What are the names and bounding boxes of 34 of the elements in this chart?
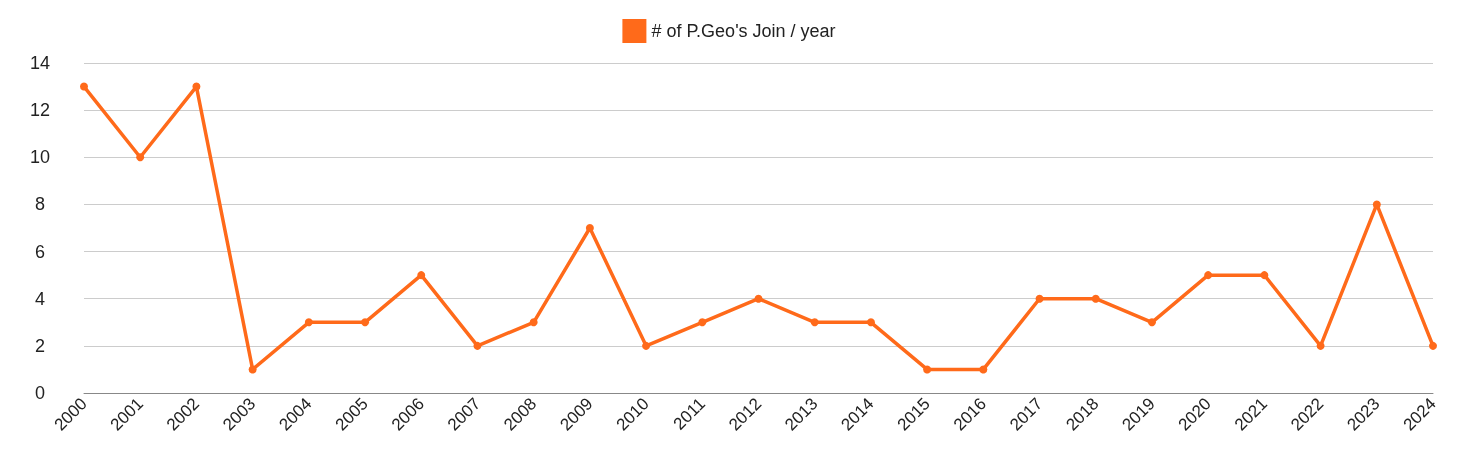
- legend-label: # of P.Geo's Join / year: [651, 21, 836, 41]
- y-tick-label: 12: [29, 100, 51, 121]
- point: [979, 365, 988, 374]
- y-tick-label: 4: [34, 288, 46, 309]
- point: [304, 318, 313, 327]
- point: [192, 82, 201, 91]
- point: [585, 224, 594, 232]
- point: [1429, 341, 1437, 350]
- point: [361, 318, 370, 327]
- point: [1316, 341, 1325, 350]
- point: [1372, 200, 1381, 209]
- point: [1091, 294, 1100, 303]
- y-tick-label: 8: [34, 194, 46, 215]
- y-tick-label: 10: [29, 147, 51, 168]
- point: [810, 318, 819, 327]
- point: [248, 365, 257, 374]
- y-tick-label: 2: [34, 335, 46, 356]
- point: [1204, 271, 1213, 280]
- point: [698, 318, 707, 327]
- point: [642, 341, 651, 350]
- point: [80, 82, 88, 91]
- point: [866, 318, 875, 327]
- point: [923, 365, 932, 374]
- y-tick-label: 14: [29, 53, 51, 73]
- y-tick-label: 6: [34, 241, 46, 262]
- point: [1260, 271, 1269, 280]
- point: [754, 294, 763, 303]
- point: [1147, 318, 1156, 327]
- y-tick-label: 0: [34, 383, 46, 403]
- point: [1035, 294, 1044, 303]
- point: [529, 318, 538, 327]
- point: [417, 271, 426, 280]
- point: [136, 153, 145, 162]
- point: [473, 341, 482, 350]
